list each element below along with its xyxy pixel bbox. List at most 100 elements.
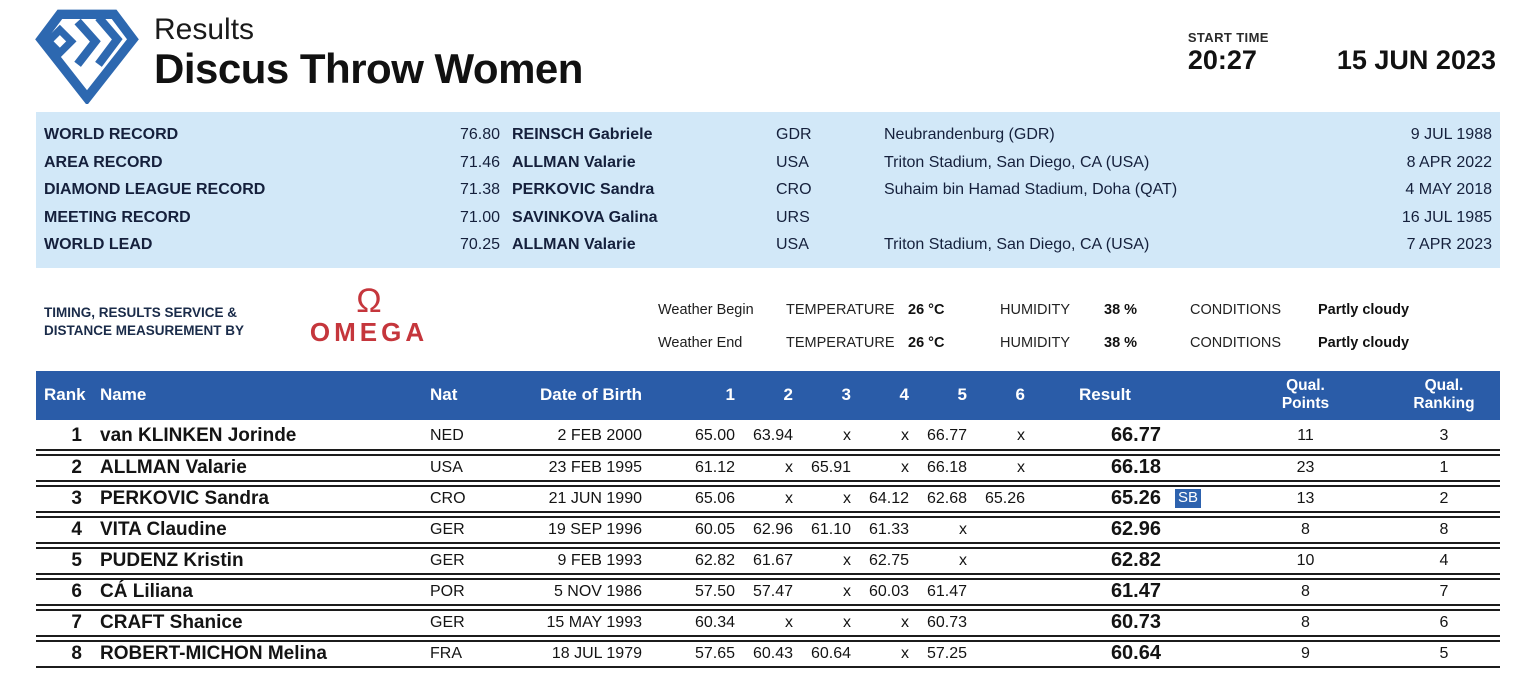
- table-row: 8 ROBERT-MICHON Melina FRA 18 JUL 1979 5…: [36, 639, 1500, 668]
- qual-points-cell: 9: [1223, 639, 1388, 668]
- date-of-birth-cell: 9 FEB 1993: [496, 546, 646, 575]
- nationality-cell: POR: [430, 577, 496, 606]
- date-of-birth-cell: 15 MAY 1993: [496, 608, 646, 637]
- badge-cell: [1175, 453, 1223, 482]
- badge-cell: [1175, 515, 1223, 544]
- event-date: 15 JUN 2023: [1336, 45, 1496, 75]
- record-label: WORLD LEAD: [44, 236, 153, 253]
- table-row: 1 van KLINKEN Jorinde NED 2 FEB 2000 65.…: [36, 423, 1500, 451]
- record-nationality: USA: [776, 153, 809, 171]
- attempt-3-cell: 61.10: [803, 515, 861, 544]
- record-venue: Triton Stadium, San Diego, CA (USA): [884, 153, 1150, 171]
- results-label: Results: [154, 13, 255, 46]
- record-nationality: CRO: [776, 181, 812, 198]
- attempt-4-cell: x: [861, 639, 919, 668]
- attempt-1-cell: 62.82: [646, 546, 745, 575]
- humidity-value: 38 %: [1104, 335, 1138, 351]
- result-cell: 60.64: [1035, 639, 1175, 668]
- rank-cell: 5: [36, 546, 94, 575]
- header-result: Result: [1035, 370, 1175, 420]
- qual-points-cell: 8: [1223, 515, 1388, 544]
- record-venue: Neubrandenburg (GDR): [884, 126, 1055, 143]
- nationality-cell: USA: [430, 453, 496, 482]
- date-of-birth-cell: 5 NOV 1986: [496, 577, 646, 606]
- timing-service-text: TIMING, RESULTS SERVICE & DISTANCE MEASU…: [44, 282, 256, 364]
- weather-panel: Weather Begin TEMPERATURE 26 °C HUMIDITY…: [658, 282, 1500, 364]
- record-row: DIAMOND LEAGUE RECORD 71.38 PERKOVIC San…: [44, 176, 1492, 204]
- table-row: 4 VITA Claudine GER 19 SEP 1996 60.05 62…: [36, 515, 1500, 544]
- badge-cell: [1175, 577, 1223, 606]
- table-row: 6 CÁ Liliana POR 5 NOV 1986 57.50 57.47 …: [36, 577, 1500, 606]
- qual-ranking-cell: 4: [1388, 546, 1500, 575]
- record-row: AREA RECORD 71.46 ALLMAN Valarie USA Tri…: [44, 149, 1492, 177]
- rank-cell: 3: [36, 484, 94, 513]
- diamond-league-logo-icon: [35, 9, 139, 104]
- results-table-header: Rank Name Nat Date of Birth 1 2 3 4 5 6 …: [36, 370, 1500, 420]
- table-row: 7 CRAFT Shanice GER 15 MAY 1993 60.34 x …: [36, 608, 1500, 637]
- timing-service-line2: DISTANCE MEASUREMENT BY: [44, 322, 245, 338]
- attempt-3-cell: 60.64: [803, 639, 861, 668]
- attempt-1-cell: 57.65: [646, 639, 745, 668]
- attempt-5-cell: 62.68: [919, 484, 977, 513]
- date-of-birth-cell: 23 FEB 1995: [496, 453, 646, 482]
- conditions-label: CONDITIONS: [1190, 302, 1282, 318]
- badge-cell: SB: [1175, 484, 1223, 513]
- table-row: 2 ALLMAN Valarie USA 23 FEB 1995 61.12 x…: [36, 453, 1500, 482]
- attempt-5-cell: 66.18: [919, 453, 977, 482]
- attempt-3-cell: x: [803, 546, 861, 575]
- table-row: 5 PUDENZ Kristin GER 9 FEB 1993 62.82 61…: [36, 546, 1500, 575]
- qual-points-cell: 13: [1223, 484, 1388, 513]
- rank-cell: 7: [36, 608, 94, 637]
- records-panel: WORLD RECORD 76.80 REINSCH Gabriele GDR …: [36, 112, 1500, 268]
- rank-cell: 2: [36, 453, 94, 482]
- record-label: DIAMOND LEAGUE RECORD: [44, 181, 266, 198]
- record-row: WORLD LEAD 70.25 ALLMAN Valarie USA Trit…: [44, 231, 1492, 259]
- rank-cell: 4: [36, 515, 94, 544]
- results-table: Rank Name Nat Date of Birth 1 2 3 4 5 6 …: [36, 368, 1500, 671]
- qual-ranking-cell: 6: [1388, 608, 1500, 637]
- attempt-5-cell: 66.77: [919, 423, 977, 451]
- attempt-2-cell: 62.96: [745, 515, 803, 544]
- record-nationality: USA: [776, 236, 809, 253]
- qual-ranking-cell: 5: [1388, 639, 1500, 668]
- attempt-3-cell: x: [803, 484, 861, 513]
- attempt-6-cell: [977, 515, 1035, 544]
- conditions-value: Partly cloudy: [1318, 302, 1410, 318]
- header-date-of-birth: Date of Birth: [496, 370, 646, 420]
- attempt-5-cell: x: [919, 546, 977, 575]
- date-of-birth-cell: 21 JUN 1990: [496, 484, 646, 513]
- qual-points-cell: 10: [1223, 546, 1388, 575]
- weather-row: Weather Begin TEMPERATURE 26 °C HUMIDITY…: [658, 294, 1500, 327]
- header-attempt-4: 4: [861, 370, 919, 420]
- header-qual-points: Qual. Points: [1223, 370, 1388, 420]
- record-date: 4 MAY 2018: [1405, 181, 1492, 198]
- attempt-5-cell: 60.73: [919, 608, 977, 637]
- qual-ranking-cell: 3: [1388, 423, 1500, 451]
- record-athlete: PERKOVIC Sandra: [512, 181, 655, 198]
- brand-block: Results Discus Throw Women: [34, 8, 583, 104]
- qual-ranking-cell: 2: [1388, 484, 1500, 513]
- attempt-5-cell: x: [919, 515, 977, 544]
- record-athlete: SAVINKOVA Galina: [512, 208, 658, 226]
- omega-symbol: Ω: [356, 281, 382, 320]
- result-cell: 66.77: [1035, 423, 1175, 451]
- qual-ranking-cell: 1: [1388, 453, 1500, 482]
- omega-wordmark: OMEGA: [309, 316, 429, 347]
- record-mark: 71.46: [459, 153, 500, 171]
- record-athlete: REINSCH Gabriele: [512, 126, 653, 143]
- attempt-5-cell: 61.47: [919, 577, 977, 606]
- badge-cell: [1175, 546, 1223, 575]
- temperature-label: TEMPERATURE: [786, 335, 895, 351]
- athlete-name-cell: CÁ Liliana: [94, 577, 430, 606]
- athlete-name-cell: ROBERT-MICHON Melina: [94, 639, 430, 668]
- header-attempt-3: 3: [803, 370, 861, 420]
- qual-ranking-cell: 7: [1388, 577, 1500, 606]
- attempt-6-cell: [977, 639, 1035, 668]
- rank-cell: 6: [36, 577, 94, 606]
- omega-logo-icon: Ω OMEGA: [274, 282, 464, 364]
- time-block: START TIME 20:27 15 JUN 2023: [1188, 8, 1496, 74]
- start-time-value: 20:27: [1187, 45, 1257, 75]
- badge-cell: [1175, 608, 1223, 637]
- qual-points-cell: 8: [1223, 577, 1388, 606]
- header-attempt-6: 6: [977, 370, 1035, 420]
